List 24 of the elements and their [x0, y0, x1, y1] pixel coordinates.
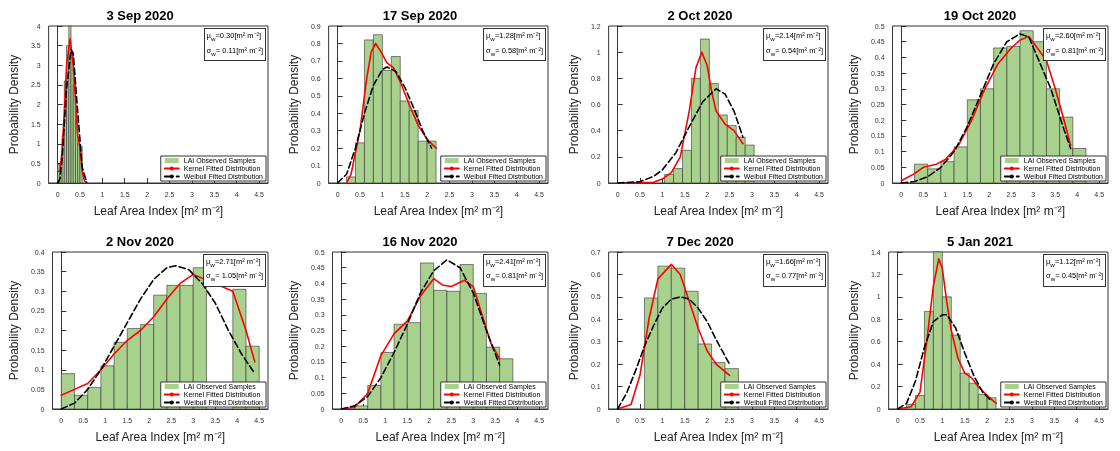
x-axis-title: Leaf Area Index [m² m⁻²] [935, 204, 1065, 218]
chart-title: 2 Nov 2020 [106, 233, 174, 249]
chart-title: 16 Nov 2020 [382, 233, 458, 249]
x-axis-title: Leaf Area Index [m² m⁻²] [933, 429, 1064, 444]
chart-title: 17 Sep 2020 [382, 8, 458, 23]
x-axis-title: Leaf Area Index [m² m⁻²] [373, 204, 504, 218]
x-axis-title: Leaf Area Index [m² m⁻²] [653, 204, 784, 218]
chart-title: 7 Dec 2020 [666, 233, 734, 249]
y-axis-title: Probability Density [847, 54, 861, 155]
y-axis-title: Probability Density [567, 54, 581, 155]
chart-title: 19 Oct 2020 [943, 8, 1017, 23]
y-axis-title: Probability Density [847, 280, 861, 380]
y-axis-title: Probability Density [7, 280, 21, 380]
x-axis-title: Leaf Area Index [m² m⁻²] [95, 429, 225, 444]
y-axis-title: Probability Density [7, 54, 21, 155]
chart-title: 2 Oct 2020 [667, 8, 733, 23]
y-axis-title: Probability Density [567, 280, 581, 380]
x-axis-title: Leaf Area Index [m² m⁻²] [375, 429, 505, 444]
x-axis-title: Leaf Area Index [m² m⁻²] [653, 429, 784, 444]
chart-title: 3 Sep 2020 [106, 8, 174, 23]
x-axis-title: Leaf Area Index [m² m⁻²] [93, 204, 224, 218]
y-axis-title: Probability Density [287, 54, 301, 155]
y-axis-title: Probability Density [287, 280, 301, 380]
chart-title: 5 Jan 2021 [947, 233, 1013, 249]
